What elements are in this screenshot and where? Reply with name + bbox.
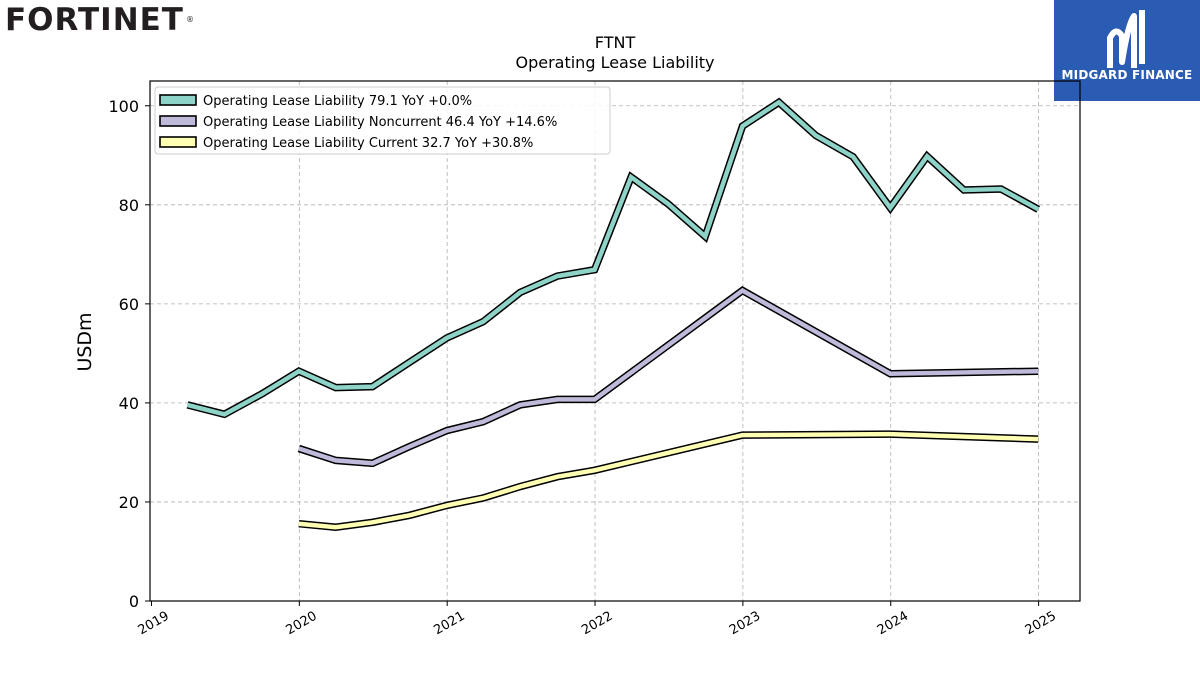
- legend: Operating Lease Liability 79.1 YoY +0.0%…: [154, 86, 611, 155]
- x-tick-label: 2022: [579, 609, 615, 639]
- series-line-0: [186, 99, 1040, 417]
- axis-layer: 0 20 40 60 80 100 2019 2020 2021 2022 2023 2024 2025: [108, 97, 1058, 638]
- x-tick-label: 2025: [1023, 609, 1059, 639]
- y-axis-label: USDm: [74, 312, 96, 371]
- midgard-emblem-icon: [1107, 10, 1145, 68]
- legend-label: Operating Lease Liability Noncurrent 46.…: [203, 115, 557, 130]
- legend-label: Operating Lease Liability Current 32.7 Y…: [203, 136, 533, 151]
- x-tick-label: 2019: [136, 609, 172, 639]
- x-tick-label: 2021: [431, 609, 467, 639]
- fortinet-logo: FORTINET ®: [5, 4, 195, 36]
- chart-subtitle: Operating Lease Liability: [515, 53, 714, 72]
- legend-swatch: [159, 115, 197, 127]
- y-tick-label: 80: [119, 196, 139, 215]
- chart-title: FTNT: [595, 33, 636, 52]
- y-tick-label: 40: [119, 394, 139, 413]
- series-layer: [186, 97, 1040, 531]
- grid-layer: [150, 81, 1080, 601]
- legend-label: Operating Lease Liability 79.1 YoY +0.0%: [203, 94, 472, 109]
- y-tick-label: 0: [129, 592, 139, 611]
- series-line-1: [298, 287, 1039, 466]
- registered-mark: ®: [185, 15, 195, 24]
- y-tick-label: 60: [119, 295, 139, 314]
- y-tick-label: 100: [108, 97, 139, 116]
- legend-swatch: [159, 136, 197, 148]
- x-tick-label: 2020: [284, 609, 320, 639]
- y-tick-label: 20: [119, 493, 139, 512]
- x-tick-label: 2023: [727, 609, 763, 639]
- midgard-finance-badge: MIDGARD FINANCE: [1054, 0, 1200, 101]
- badge-text: MIDGARD FINANCE: [1061, 68, 1193, 82]
- fortinet-logo-text: FORTINET: [5, 2, 184, 38]
- legend-box: [154, 86, 611, 155]
- legend-swatch: [159, 94, 197, 106]
- series-line-2: [298, 431, 1039, 530]
- x-tick-label: 2024: [875, 609, 911, 639]
- plot-frame: [149, 80, 1081, 602]
